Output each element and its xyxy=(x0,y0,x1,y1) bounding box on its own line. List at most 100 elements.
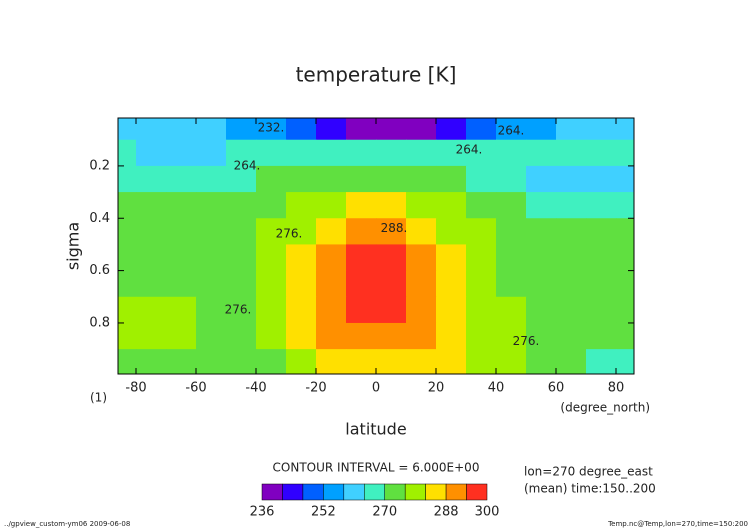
contour-label: 264. xyxy=(456,143,483,157)
contour-cell xyxy=(226,192,257,219)
contour-cell xyxy=(346,192,377,219)
contour-cell xyxy=(136,322,167,350)
contour-cell xyxy=(346,165,377,193)
contour-cell xyxy=(316,296,347,324)
y-axis-label: sigma xyxy=(64,222,83,270)
contour-cell xyxy=(256,218,287,245)
contour-cell xyxy=(406,139,437,167)
contour-cell xyxy=(316,270,347,298)
contour-cell xyxy=(226,349,257,374)
contour-cell xyxy=(166,218,197,245)
contour-cell xyxy=(466,322,497,350)
contour-cell xyxy=(376,118,407,141)
contour-cell xyxy=(556,139,587,167)
contour-cell xyxy=(556,118,587,141)
contour-label: 264. xyxy=(498,123,525,137)
contour-cell xyxy=(406,349,437,374)
contour-cell xyxy=(226,165,257,193)
contour-cell xyxy=(346,139,377,167)
contour-cell xyxy=(556,296,587,324)
y-unit: (1) xyxy=(90,391,107,405)
chart-title: temperature [K] xyxy=(296,63,457,87)
y-tick-label: 0.8 xyxy=(89,315,110,330)
contour-cell xyxy=(316,322,347,350)
contour-cell xyxy=(196,322,227,350)
contour-cell xyxy=(526,218,557,245)
contour-cell xyxy=(136,349,167,374)
contour-cell xyxy=(346,296,377,324)
contour-cell xyxy=(376,322,407,350)
contour-cell xyxy=(436,192,467,219)
contour-cell xyxy=(136,165,167,193)
contour-cell xyxy=(226,218,257,245)
contour-cell xyxy=(406,118,437,141)
contour-cell xyxy=(118,296,137,324)
contour-cell xyxy=(286,165,317,193)
contour-cell xyxy=(166,296,197,324)
contour-cell xyxy=(118,270,137,298)
contour-cell xyxy=(586,296,617,324)
contour-cell xyxy=(346,244,377,272)
colorbar-box xyxy=(466,483,488,501)
x-tick-label: 0 xyxy=(372,381,380,396)
contour-cell xyxy=(226,139,257,167)
contour-cell xyxy=(118,244,137,272)
contour-cell xyxy=(166,349,197,374)
contour-cell xyxy=(226,118,257,141)
x-tick-label: -60 xyxy=(185,381,206,396)
contour-cell xyxy=(346,349,377,374)
contour-cell xyxy=(526,296,557,324)
contour-cell xyxy=(196,218,227,245)
contour-cell xyxy=(376,218,407,245)
contour-cell xyxy=(586,322,617,350)
y-tick-label: 0.2 xyxy=(89,158,110,173)
contour-cell xyxy=(436,139,467,167)
footer-left: ../gpview_custom-ym06 2009-06-08 xyxy=(4,520,130,528)
contour-cell xyxy=(616,139,634,167)
contour-cell xyxy=(316,165,347,193)
colorbar-box xyxy=(364,483,385,501)
info-text: (mean) time:150..200 xyxy=(524,482,656,496)
footer-right: Temp.nc@Temp,lon=270,time=150:200 xyxy=(607,520,748,528)
contour-cell xyxy=(118,165,137,193)
contour-cell xyxy=(256,244,287,272)
contour-cell xyxy=(136,218,167,245)
contour-cell xyxy=(286,349,317,374)
contour-cell xyxy=(556,244,587,272)
contour-cell xyxy=(226,296,257,324)
contour-cell xyxy=(376,192,407,219)
contour-cell xyxy=(256,349,287,374)
contour-cell xyxy=(586,165,617,193)
contour-cell xyxy=(136,270,167,298)
contour-cell xyxy=(616,349,634,374)
contour-label: 276. xyxy=(276,226,303,240)
contour-cell xyxy=(256,165,287,193)
colorbar-box xyxy=(425,483,447,501)
contour-cell xyxy=(226,322,257,350)
contour-cell xyxy=(346,118,377,141)
contour-cell xyxy=(616,192,634,219)
contour-cell xyxy=(436,270,467,298)
contour-cell xyxy=(166,244,197,272)
contour-cell xyxy=(496,270,527,298)
colorbar-tick-label: 300 xyxy=(475,505,500,520)
contour-cell xyxy=(316,118,347,141)
contour-cell xyxy=(466,270,497,298)
contour-cell xyxy=(406,322,437,350)
contour-cell xyxy=(466,139,497,167)
contour-cell xyxy=(286,139,317,167)
contour-cell xyxy=(316,349,347,374)
colorbar-box xyxy=(302,483,324,501)
contour-cell xyxy=(376,165,407,193)
contour-cell xyxy=(616,296,634,324)
colorbar-tick-label: 270 xyxy=(372,505,397,520)
contour-cell xyxy=(136,244,167,272)
x-axis-label: latitude xyxy=(345,420,406,439)
contour-cell xyxy=(526,270,557,298)
contour-cell xyxy=(436,349,467,374)
contour-label: 288. xyxy=(381,221,408,235)
contour-cell xyxy=(436,244,467,272)
contour-cell xyxy=(406,165,437,193)
contour-cell xyxy=(346,322,377,350)
contour-cell xyxy=(556,322,587,350)
